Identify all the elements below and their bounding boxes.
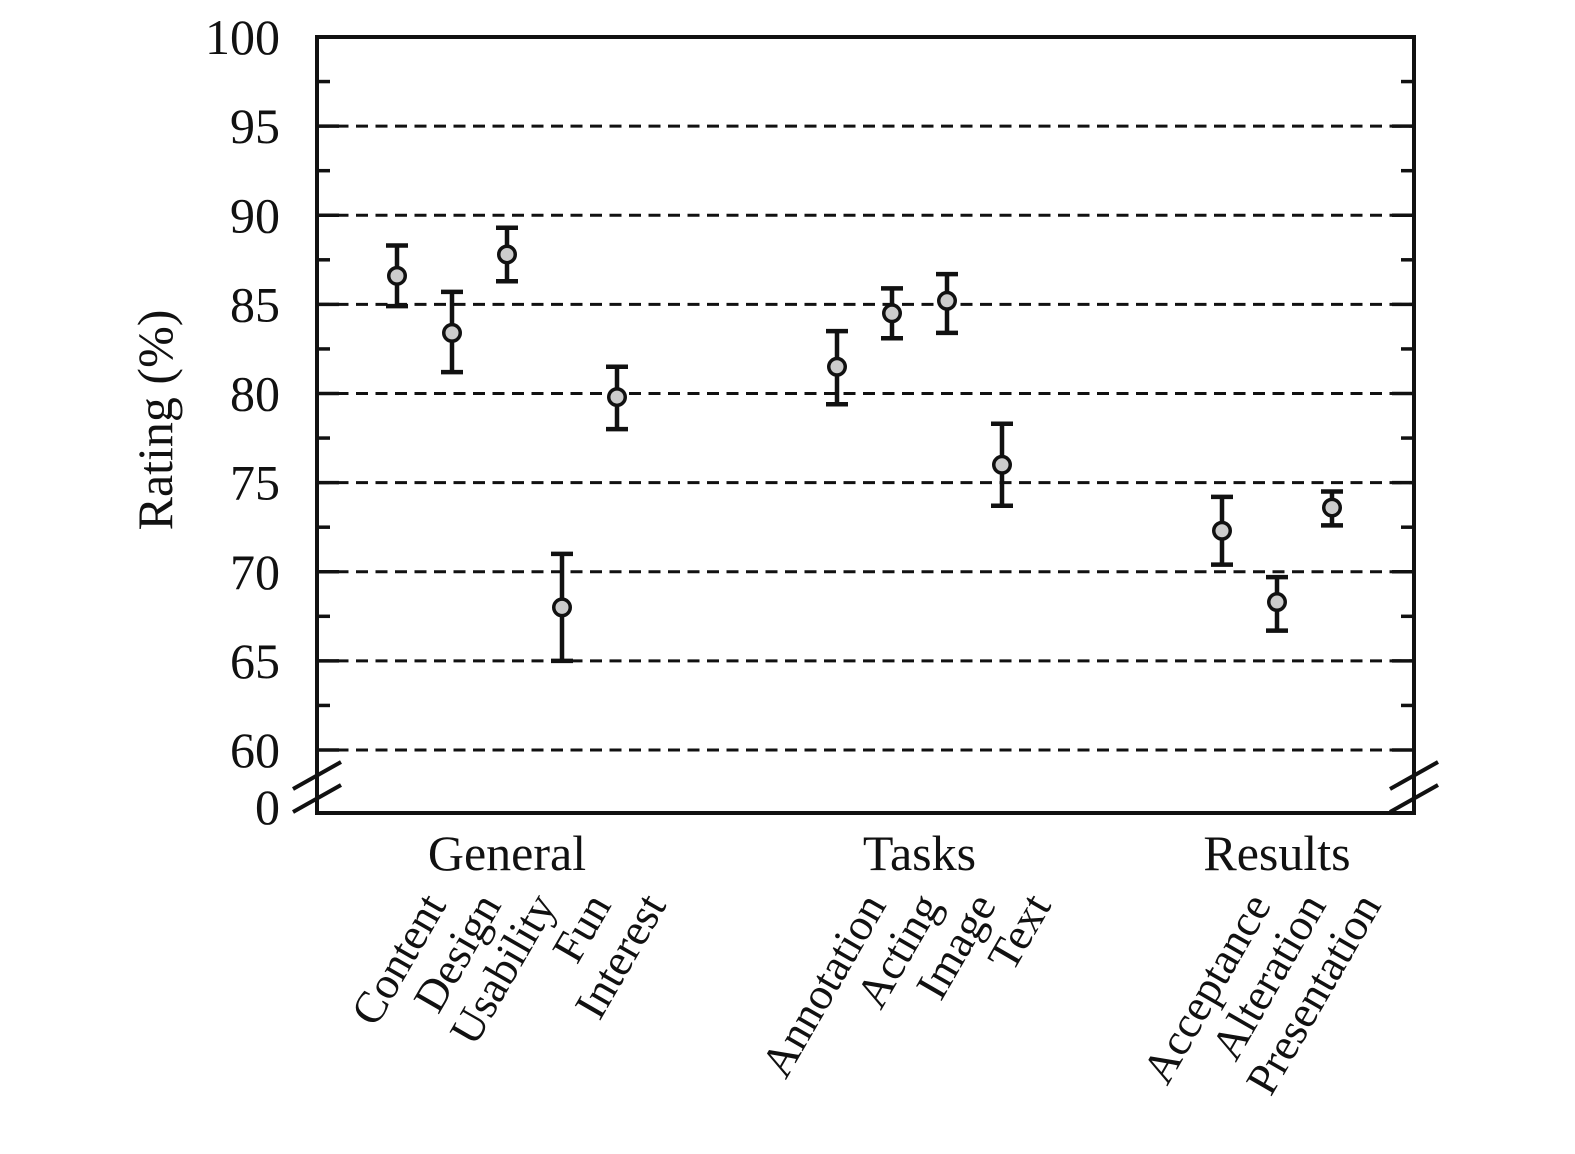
data-point-interest xyxy=(607,387,627,408)
y-tick-label-65: 65 xyxy=(230,633,280,689)
data-point-presentation xyxy=(1322,497,1342,518)
data-point-fun xyxy=(552,597,572,618)
data-point-alteration xyxy=(1267,592,1287,613)
data-point-content xyxy=(387,265,407,286)
plot-frame xyxy=(315,35,1416,815)
category-label-text: Text xyxy=(978,885,1061,979)
data-point-design xyxy=(442,322,462,343)
y-axis-title: Rating (%) xyxy=(127,310,183,531)
data-point-acceptance xyxy=(1212,520,1232,541)
data-point-text xyxy=(992,454,1012,475)
y-tick-label-70: 70 xyxy=(230,544,280,600)
data-point-acting xyxy=(882,303,902,324)
axis-break-icon-right xyxy=(1389,783,1439,814)
y-tick-label-60: 60 xyxy=(230,722,280,778)
group-label-tasks: Tasks xyxy=(863,825,976,881)
data-point-usability xyxy=(497,244,517,265)
y-tick-label-80: 80 xyxy=(230,366,280,422)
axis-break-icon-left xyxy=(292,783,342,814)
axis-break-icon-right xyxy=(1389,760,1439,791)
group-label-results: Results xyxy=(1203,825,1350,881)
data-point-image xyxy=(937,290,957,311)
y-tick-label-zero: 0 xyxy=(255,779,280,835)
y-tick-label-75: 75 xyxy=(230,455,280,511)
data-point-annotation xyxy=(827,356,847,377)
plot-area: 10095908580757065600ContentDesignUsabili… xyxy=(205,9,1439,1103)
y-tick-label-100: 100 xyxy=(205,9,280,65)
y-tick-label-95: 95 xyxy=(230,98,280,154)
y-tick-label-90: 90 xyxy=(230,187,280,243)
axis-break-icon-left xyxy=(292,760,342,791)
group-label-general: General xyxy=(428,825,586,881)
y-tick-label-85: 85 xyxy=(230,276,280,332)
